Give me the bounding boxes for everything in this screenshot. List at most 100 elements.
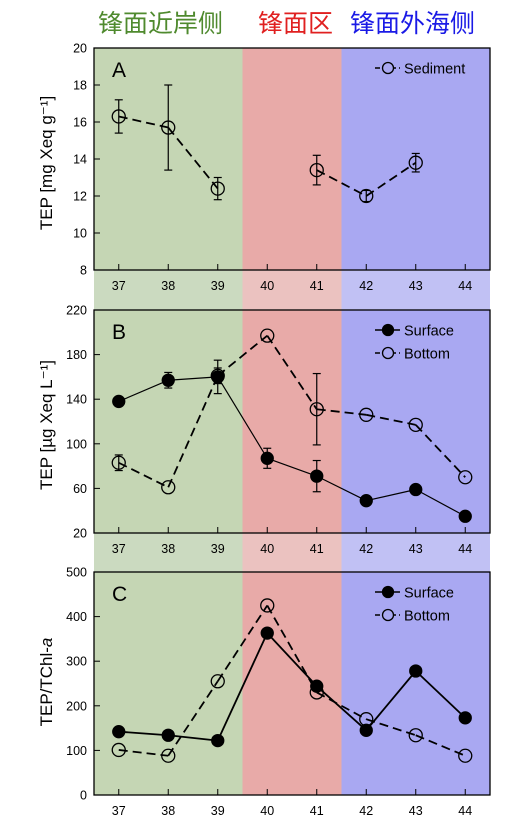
panel-b-xtick-label: 39 xyxy=(211,542,225,556)
panel-a-xtick-label: 38 xyxy=(161,279,175,293)
panel-b-series-surface-point xyxy=(161,373,175,387)
panel-b-ytick-label: 60 xyxy=(73,482,87,496)
panel-b-xtick-label: 37 xyxy=(112,542,126,556)
panel-c-series-surface-point xyxy=(211,733,225,748)
panel-c-series-bottom-segment xyxy=(266,605,318,693)
panel-c-series-bottom-segment xyxy=(118,749,169,757)
panel-b-series-surface-point xyxy=(409,482,423,497)
panel-a-xtick-label: 40 xyxy=(260,279,274,293)
panel-b-series-bottom-point xyxy=(458,470,473,485)
panel-c-series-bottom-point xyxy=(161,748,176,763)
panel-c-xtick-label: 40 xyxy=(260,804,274,818)
panel-c-series-bottom-legend-label: Bottom xyxy=(404,609,450,625)
panel-a-xtick-label: 44 xyxy=(458,279,472,293)
panel-a-ytick-label: 14 xyxy=(73,153,87,167)
panel-b-series-bottom-segment xyxy=(316,408,367,416)
panel-c-xtick-label: 39 xyxy=(211,804,225,818)
panel-b-series-bottom-point xyxy=(260,328,275,343)
zone-label-nearshore: 锋面近岸侧 xyxy=(98,9,224,38)
panel-b-band-offshore xyxy=(341,533,490,572)
panel-a-ytick-label: 18 xyxy=(73,79,87,93)
panel-a-letter: A xyxy=(112,59,126,82)
panel-b-xtick-label: 41 xyxy=(310,542,324,556)
panel-a-series-sediment-segment xyxy=(118,115,169,129)
panel-c-series-bottom-point xyxy=(359,712,374,727)
panel-c-series-bottom-segment xyxy=(365,718,417,737)
panel-b-ytick-label: 100 xyxy=(66,437,87,451)
panel-a-xtick-label: 42 xyxy=(359,279,373,293)
panel-a-series-sediment-point xyxy=(309,162,324,178)
panel-a-ytick-label: 12 xyxy=(73,190,87,204)
panel-c-series-bottom-point xyxy=(111,742,126,758)
panel-b-xtick-label: 43 xyxy=(409,542,423,556)
panel-c-xtick-label: 42 xyxy=(359,804,373,818)
panel-b-series-bottom-point xyxy=(359,407,374,422)
panel-c-series-surface-segment xyxy=(266,632,318,687)
panel-b-series-bottom-point xyxy=(111,455,126,470)
panel-b-series-bottom-point xyxy=(210,368,225,383)
panel-a-ylabel: TEP [mg Xeq g⁻¹] xyxy=(37,96,56,230)
panel-a-xtick-label: 37 xyxy=(112,279,126,293)
panel-a-band-nearshore xyxy=(94,270,243,310)
panel-b-series-surface-legend-marker xyxy=(381,323,395,337)
panel-c-xtick-label: 44 xyxy=(458,804,472,818)
panel-b-ytick-label: 20 xyxy=(73,527,87,541)
panel-c-zone-front xyxy=(242,572,342,795)
panel-c-series-surface-point xyxy=(458,711,472,725)
panel-a-series-sediment-point xyxy=(408,155,423,170)
panel-b-series-bottom-point xyxy=(161,480,176,495)
panel-a-series-sediment-point xyxy=(210,181,225,196)
panel-a-series-sediment-point xyxy=(359,188,374,204)
panel-b-letter: B xyxy=(112,321,126,344)
panel-b-ytick-label: 140 xyxy=(66,393,87,407)
panel-c-series-surface-point xyxy=(112,725,126,739)
panel-b-xtick-label: 42 xyxy=(359,542,373,556)
panel-c-ytick-label: 500 xyxy=(66,566,87,580)
panel-b-series-surface-point xyxy=(458,509,472,523)
panel-a-ytick-label: 16 xyxy=(73,116,87,130)
panel-c-xtick-label: 38 xyxy=(161,804,175,818)
panel-b-series-bottom-legend-label: Bottom xyxy=(404,347,450,363)
panel-c-ytick-label: 200 xyxy=(66,699,87,713)
panel-b-series-surface-segment xyxy=(267,457,317,477)
panel-a-zone-front xyxy=(242,48,342,270)
panel-b-series-surface-segment xyxy=(217,376,268,459)
panel-b-xtick-label: 38 xyxy=(161,542,175,556)
panel-a-band-front xyxy=(242,270,342,310)
panel-a-ytick-label: 8 xyxy=(80,264,87,278)
panel-b-series-bottom-legend-marker xyxy=(381,346,395,360)
panel-c-zone-nearshore xyxy=(94,572,243,795)
panel-b-ytick-label: 180 xyxy=(66,348,87,362)
panel-b-series-surface-segment xyxy=(415,488,466,517)
panel-c-series-surface-segment xyxy=(365,670,417,731)
panel-a-series-sediment-point xyxy=(111,109,126,124)
panel-c-series-surface-legend-label: Surface xyxy=(404,586,454,602)
panel-c-series-surface-segment xyxy=(316,685,367,732)
panel-c-series-surface-point xyxy=(359,723,373,737)
panel-c-series-bottom-point xyxy=(260,598,275,613)
panel-b-band-front xyxy=(242,533,342,572)
panel-b-band-nearshore xyxy=(94,533,243,572)
panel-b-series-surface-segment xyxy=(118,379,169,402)
panel-c-series-surface-segment xyxy=(168,734,218,742)
panel-a-series-sediment-segment xyxy=(316,169,367,197)
panel-c-ytick-label: 400 xyxy=(66,610,87,624)
panel-b-series-surface-segment xyxy=(366,488,416,502)
panel-c-letter: C xyxy=(112,583,127,606)
panel-c-ytick-label: 300 xyxy=(66,655,87,669)
panel-b-series-surface-legend-label: Surface xyxy=(404,324,454,340)
panel-b-series-bottom-point xyxy=(408,417,423,432)
panel-c-series-bottom-segment xyxy=(216,604,269,682)
panel-b-ylabel: TEP [µg Xeq L⁻¹] xyxy=(37,360,56,490)
panel-b-series-surface-segment xyxy=(316,475,367,502)
panel-a-series-sediment-point xyxy=(161,120,176,135)
panel-b-frame xyxy=(93,309,491,534)
panel-a-series-sediment-segment xyxy=(365,161,417,197)
panel-a-band-offshore xyxy=(341,270,490,310)
panel-c-series-surface-segment xyxy=(415,670,466,719)
panel-b-series-surface-point xyxy=(112,394,126,409)
panel-c-xtick-label: 41 xyxy=(310,804,324,818)
panel-c-series-bottom-segment xyxy=(167,680,219,757)
panel-c-series-bottom-point xyxy=(408,728,423,743)
